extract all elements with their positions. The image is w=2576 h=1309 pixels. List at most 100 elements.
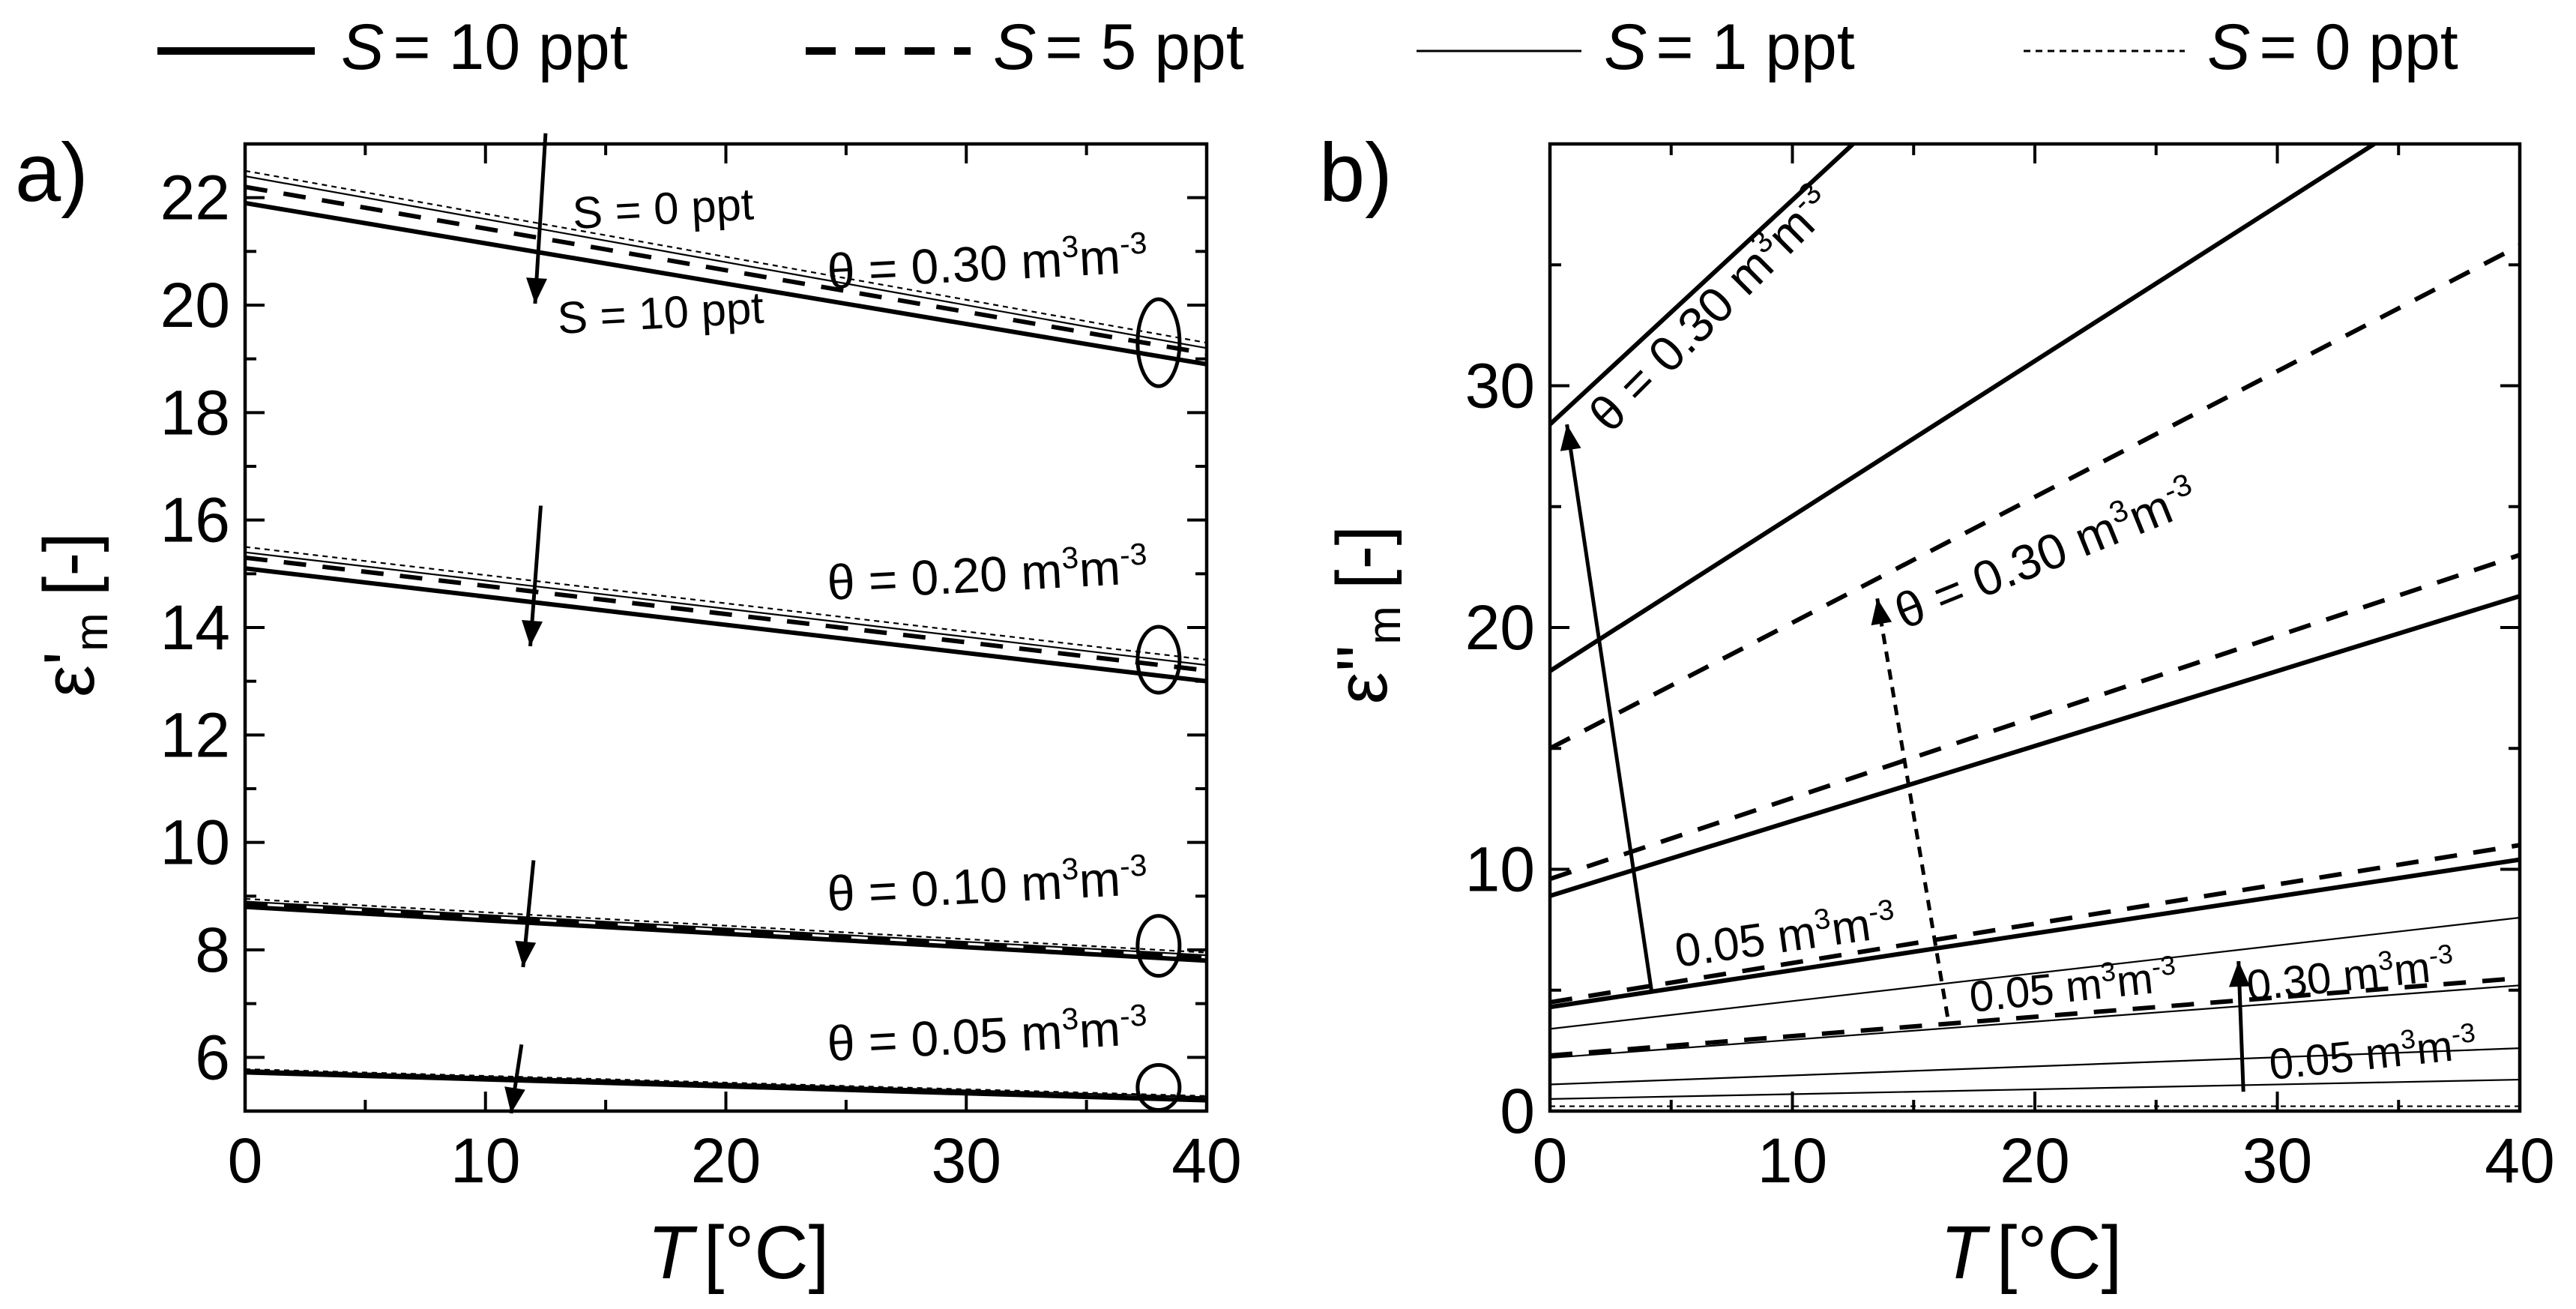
series-line [1550, 144, 1855, 427]
annotation-005-s5: 0.05 m3m-3 [1967, 949, 2179, 1022]
theta-label: θ = 0.30 m3m-3 [826, 226, 1149, 299]
series-line [245, 184, 1207, 356]
legend-var: S [341, 11, 384, 83]
panel-label-a: a) [15, 127, 88, 219]
theta-arrow-s10-head [1560, 424, 1581, 451]
annotation-030-s1: 0.30 m3m-3 [2244, 938, 2456, 1011]
salinity-arrow-head [515, 940, 537, 967]
series-line [1550, 1078, 2520, 1100]
panel-label-b: b) [1319, 127, 1393, 219]
legend-item-s1: S = 1 ppt [1417, 11, 1855, 83]
legend-label: = 1 ppt [1656, 11, 1854, 83]
x-tick-label: 10 [450, 1125, 520, 1196]
series-line [245, 900, 1207, 957]
legend-var: S [993, 11, 1036, 83]
series-line [1550, 594, 2520, 898]
series-line [1550, 144, 2376, 673]
plot-frame [1548, 142, 2522, 1113]
annotation-theta-030-s10: θ = 0.30 m3m-3 [1577, 175, 1844, 442]
series-line [1550, 1047, 2520, 1086]
plot-frame [243, 142, 1209, 1113]
theta-label: θ = 0.05 m3m-3 [826, 998, 1149, 1071]
x-tick-label: 0 [1533, 1125, 1568, 1196]
group-ellipse-marker [1135, 914, 1182, 978]
y-tick-label: 16 [160, 485, 230, 556]
legend-label: = 10 ppt [393, 11, 627, 83]
theta-label: θ = 0.10 m3m-3 [826, 848, 1149, 921]
panel-a-plot-area: 0 10 20 30 40 6 8 10 12 14 16 18 20 22 θ = 0.30 m3m-3 θ… [160, 133, 1242, 1196]
series-line [1550, 916, 2520, 1030]
series-line [245, 897, 1207, 954]
panel-a-y-axis-label: ε'm[-] [29, 532, 118, 697]
annotation-005-s1: 0.05 m3m-3 [2266, 1017, 2479, 1089]
x-tick-label: 40 [1171, 1125, 1241, 1196]
series-line [245, 566, 1207, 684]
series-lines [1550, 144, 2520, 1107]
series-line [245, 200, 1207, 367]
legend: S = 10 ppt S = 5 ppt S = 1 ppt S = 0 ppt [157, 11, 2458, 83]
group-ellipse-marker [1135, 297, 1182, 388]
panel-a: a) 0 10 20 30 40 6 8 10 12 14 16 18 20 22 θ = 0.30 m3m… [15, 127, 1242, 1295]
series-line [1550, 843, 2520, 1005]
series-line [245, 1069, 1207, 1098]
salinity-arrow-head [522, 620, 543, 646]
legend-var: S [1604, 11, 1647, 83]
y-tick-label: 6 [195, 1022, 230, 1092]
legend-label: = 5 ppt [1045, 11, 1243, 83]
x-tick-label: 10 [1758, 1125, 1827, 1196]
group-ellipse-marker [1135, 625, 1182, 695]
x-tick-label: 20 [2000, 1125, 2069, 1196]
y-tick-label: 10 [1465, 834, 1535, 905]
panel-b-y-axis-label: ε''m[-] [1322, 526, 1411, 704]
x-tick-label: 30 [2242, 1125, 2312, 1196]
series-line [245, 551, 1207, 666]
y-tick-label: 18 [160, 377, 230, 448]
panel-b-x-axis-label: T [°C] [1940, 1211, 2123, 1295]
x-tick-label: 20 [691, 1125, 761, 1196]
y-tick-label: 0 [1500, 1076, 1535, 1146]
y-tick-label: 10 [160, 807, 230, 878]
x-tick-label: 0 [228, 1125, 263, 1196]
annotation-s0: S = 0 ppt [571, 178, 755, 238]
y-tick-label: 22 [160, 163, 230, 233]
theta-arrow-s1-head [2229, 961, 2250, 987]
legend-var: S [2207, 11, 2250, 83]
legend-item-s0: S = 0 ppt [2024, 11, 2458, 83]
legend-item-s10: S = 10 ppt [157, 11, 628, 83]
x-tick-label: 40 [2485, 1125, 2554, 1196]
svg-text:S= 5 ppt: S = 5 ppt [993, 11, 1244, 83]
x-tick-label: 30 [932, 1125, 1001, 1196]
series-lines [245, 169, 1207, 1103]
annotation-005-s10: 0.05 m3m-3 [1671, 894, 1899, 978]
series-line [1550, 553, 2520, 882]
y-tick-label: 20 [1465, 592, 1535, 663]
theta-arrow-s5-head [1871, 598, 1892, 626]
series-line [245, 902, 1207, 960]
legend-item-s5: S = 5 ppt [806, 11, 1244, 83]
series-line [245, 555, 1207, 673]
series-line [245, 1068, 1207, 1098]
series-line [1550, 243, 2520, 750]
group-ellipse-marker [1135, 1062, 1182, 1112]
series-line [1550, 857, 2520, 1010]
salinity-arrow [533, 133, 548, 304]
svg-text:S= 10 ppt: S = 10 ppt [341, 11, 628, 83]
y-tick-label: 20 [160, 270, 230, 340]
series-line [1550, 975, 2520, 1058]
series-line [245, 169, 1207, 344]
annotation-s10: S = 10 ppt [556, 283, 765, 343]
series-line [245, 1068, 1207, 1101]
salinity-arrow-head [504, 1086, 525, 1113]
y-tick-label: 12 [160, 699, 230, 770]
svg-text:S= 0 ppt: S = 0 ppt [2207, 11, 2458, 83]
salinity-arrow-head [526, 277, 548, 304]
series-line [245, 904, 1207, 963]
series-line [1550, 984, 2520, 1059]
y-tick-label: 8 [195, 915, 230, 985]
legend-label: = 0 ppt [2259, 11, 2458, 83]
series-line [245, 175, 1207, 349]
svg-text:S= 1 ppt: S = 1 ppt [1604, 11, 1855, 83]
